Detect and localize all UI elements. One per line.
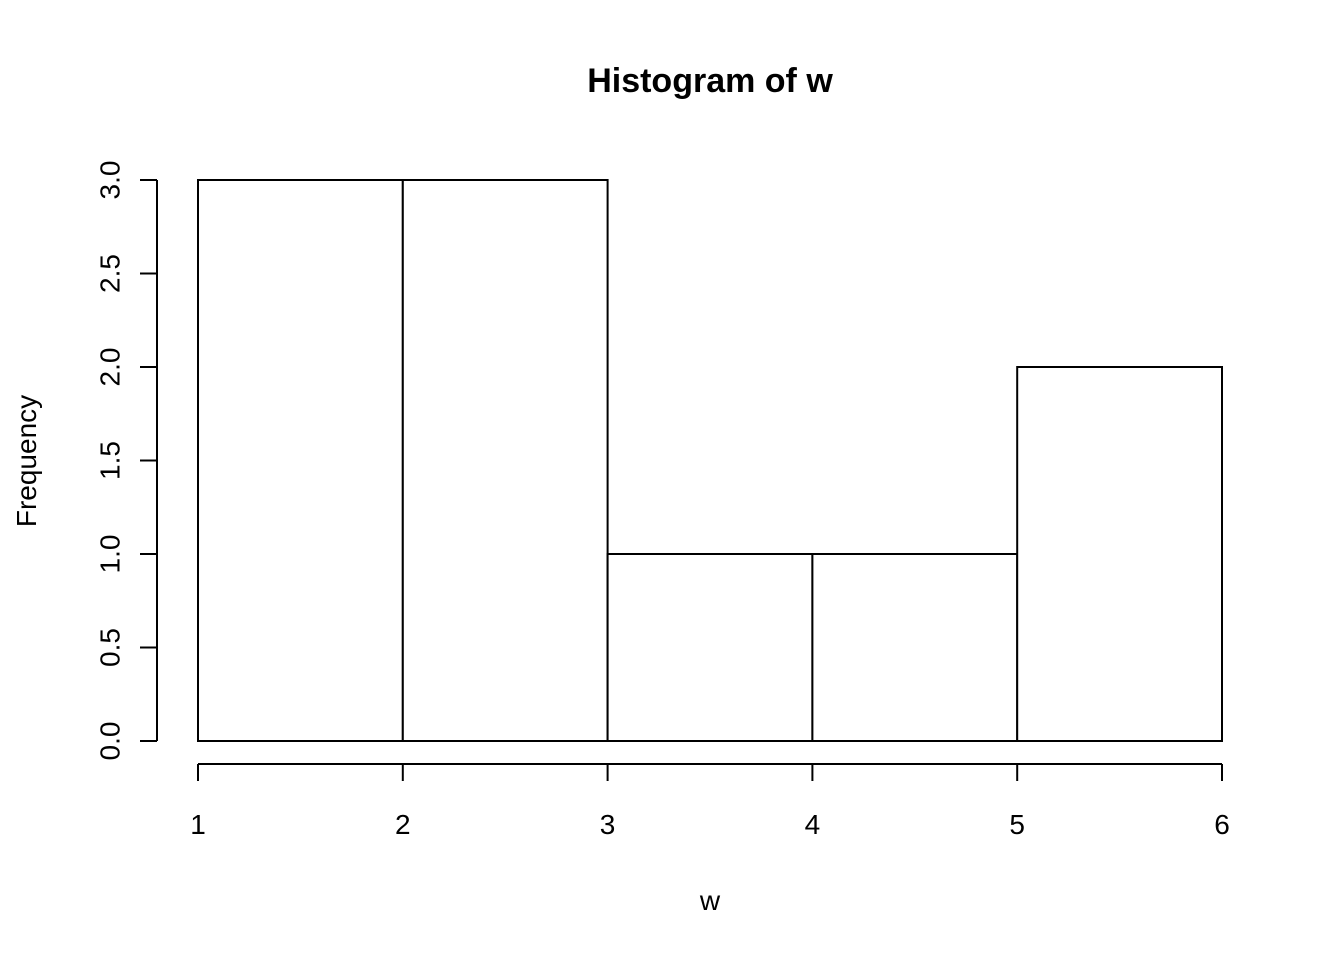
- x-tick-label: 2: [395, 809, 411, 840]
- x-tick-label: 5: [1009, 809, 1025, 840]
- y-tick-label: 1.5: [95, 441, 126, 480]
- y-tick-label: 2.0: [95, 348, 126, 387]
- x-tick-label: 6: [1214, 809, 1230, 840]
- histogram-bars: [197, 179, 1224, 742]
- x-tick-label: 1: [190, 809, 206, 840]
- y-tick-label: 0.5: [95, 628, 126, 667]
- chart-title: Histogram of w: [587, 62, 833, 100]
- histogram-bar-4: [811, 553, 1019, 742]
- histogram-bar-1: [197, 179, 404, 742]
- x-axis: 1 2 3 4 5 6: [190, 763, 1230, 840]
- histogram-bar-3: [606, 553, 814, 742]
- x-tick-label: 3: [600, 809, 616, 840]
- y-axis-label: Frequency: [11, 395, 42, 527]
- x-tick-label: 4: [805, 809, 821, 840]
- histogram-bar-2: [401, 179, 609, 742]
- y-tick-label: 3.0: [95, 161, 126, 200]
- histogram-bar-5: [1016, 366, 1224, 742]
- y-axis: 0.0 0.5 1.0 1.5 2.0 2.5 3.0: [95, 161, 158, 761]
- y-tick-label: 1.0: [95, 535, 126, 574]
- y-tick-label: 2.5: [95, 254, 126, 293]
- y-tick-label: 0.0: [95, 722, 126, 761]
- x-axis-label: w: [699, 885, 721, 916]
